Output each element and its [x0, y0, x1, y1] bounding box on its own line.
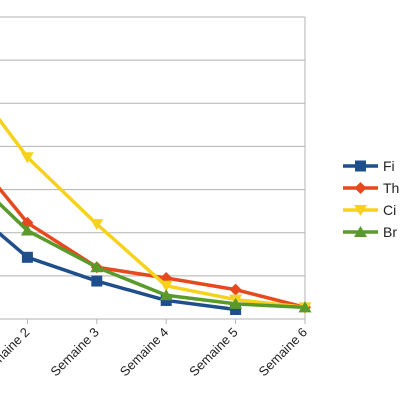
- legend-item-Ci: Ci: [343, 202, 396, 218]
- legend-item-Br: Br: [343, 224, 397, 240]
- x-tick-label-3: Semaine 3: [47, 325, 102, 380]
- point-Ci-2: [20, 152, 34, 164]
- series-line-Th: [0, 186, 306, 310]
- legend-label-Fi: Fi: [383, 158, 395, 174]
- legend: Fi Th Ci Br: [343, 158, 399, 240]
- legend-marker-Br: [354, 226, 367, 237]
- point-Br-4: [159, 289, 173, 301]
- point-Br-2: [20, 224, 34, 236]
- point-Th-5: [229, 283, 242, 296]
- legend-marker-Th: [354, 182, 367, 194]
- point-Fi-4: [160, 294, 172, 306]
- legend-marker-Ci: [354, 205, 367, 216]
- legend-item-Th: Th: [343, 180, 399, 196]
- legend-label-Th: Th: [383, 180, 399, 196]
- x-tick-label-2: maine 2: [0, 325, 33, 368]
- point-Ci-3: [90, 219, 104, 231]
- point-Fi-5: [230, 304, 242, 316]
- series-Fi: [0, 231, 242, 316]
- point-Br-5: [229, 297, 243, 309]
- x-tick-labels: maine 2 Semaine 3 Semaine 4 Semaine 5 Semain…: [0, 325, 310, 380]
- x-tick-label-5: Semaine 5: [186, 325, 241, 380]
- series-Th: [0, 186, 311, 314]
- point-Fi-2: [21, 251, 33, 263]
- legend-item-Fi: Fi: [343, 158, 395, 174]
- legend-label-Br: Br: [383, 224, 397, 240]
- point-Br-6: [298, 301, 312, 313]
- legend-marker-Fi: [355, 160, 366, 172]
- point-Fi-3: [91, 275, 103, 287]
- x-tick-label-4: Semaine 4: [117, 325, 172, 380]
- legend-label-Ci: Ci: [383, 202, 396, 218]
- series-Br: [0, 201, 312, 313]
- point-Ci-4: [159, 280, 173, 292]
- point-Br-3: [90, 261, 104, 273]
- series-line-Br: [0, 201, 306, 310]
- axes: [26, 17, 306, 324]
- x-tick-label-6: Semaine 6: [256, 325, 311, 380]
- series-layer: [0, 117, 312, 316]
- gridlines: [0, 16, 305, 320]
- series-line-Ci: [0, 117, 306, 310]
